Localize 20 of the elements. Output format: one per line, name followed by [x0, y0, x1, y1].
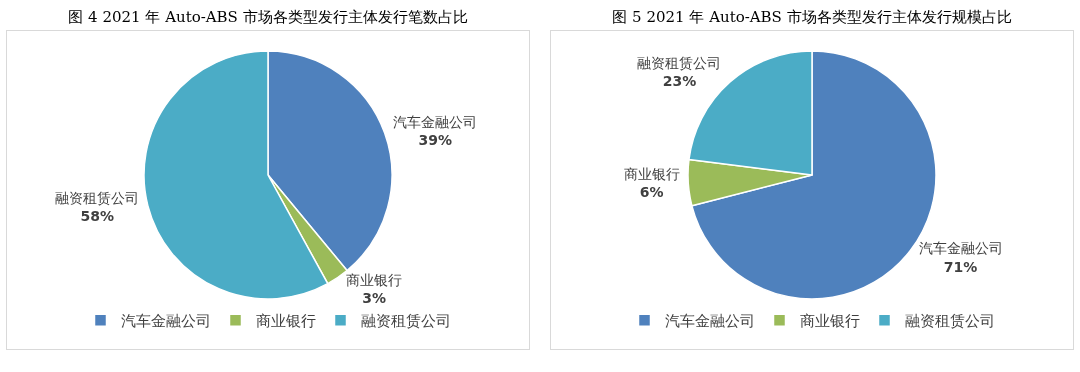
data-label: 6% [639, 183, 664, 200]
legend-label: 融资租赁公司 [904, 312, 995, 331]
chart-title: 图 4 2021 年 Auto-ABS 市场各类型发行主体发行笔数占比 [67, 7, 469, 28]
chart-title: 图 5 2021 年 Auto-ABS 市场各类型发行主体发行规模占比 [611, 7, 1013, 28]
slice-label: 商业银行 [623, 165, 680, 182]
data-label: 71% [943, 258, 978, 275]
data-label: 23% [662, 73, 697, 90]
data-label: 58% [80, 208, 115, 224]
slice-label: 汽车金融公司 [393, 113, 478, 130]
legend-label: 商业银行 [255, 312, 316, 331]
legend-label: 汽车金融公司 [120, 312, 211, 331]
slice-label: 商业银行 [346, 272, 403, 289]
slice-label: 融资租赁公司 [637, 55, 722, 72]
legend-label: 汽车金融公司 [664, 312, 755, 331]
slice-label: 融资租赁公司 [55, 189, 140, 206]
data-label: 39% [418, 132, 452, 149]
data-label: 3% [362, 290, 387, 307]
legend-label: 商业银行 [799, 312, 860, 331]
legend-label: 融资租赁公司 [360, 312, 451, 331]
slice-label: 汽车金融公司 [918, 240, 1003, 257]
